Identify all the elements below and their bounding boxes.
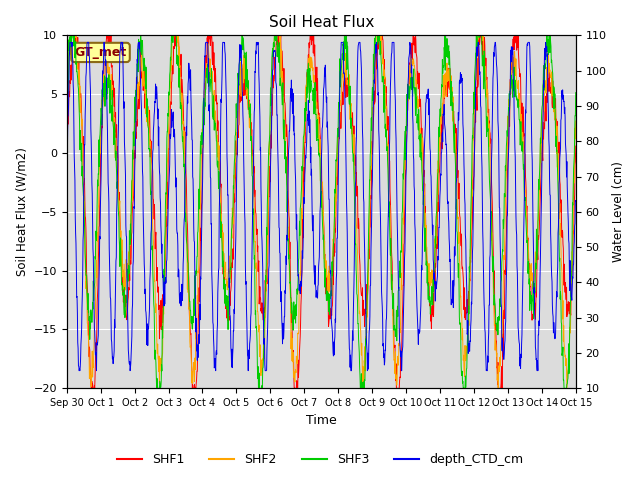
Y-axis label: Water Level (cm): Water Level (cm) [612, 161, 625, 262]
Y-axis label: Soil Heat Flux (W/m2): Soil Heat Flux (W/m2) [15, 147, 28, 276]
X-axis label: Time: Time [306, 414, 337, 427]
Title: Soil Heat Flux: Soil Heat Flux [269, 15, 374, 30]
Legend: SHF1, SHF2, SHF3, depth_CTD_cm: SHF1, SHF2, SHF3, depth_CTD_cm [112, 448, 528, 471]
Text: GT_met: GT_met [74, 46, 127, 59]
